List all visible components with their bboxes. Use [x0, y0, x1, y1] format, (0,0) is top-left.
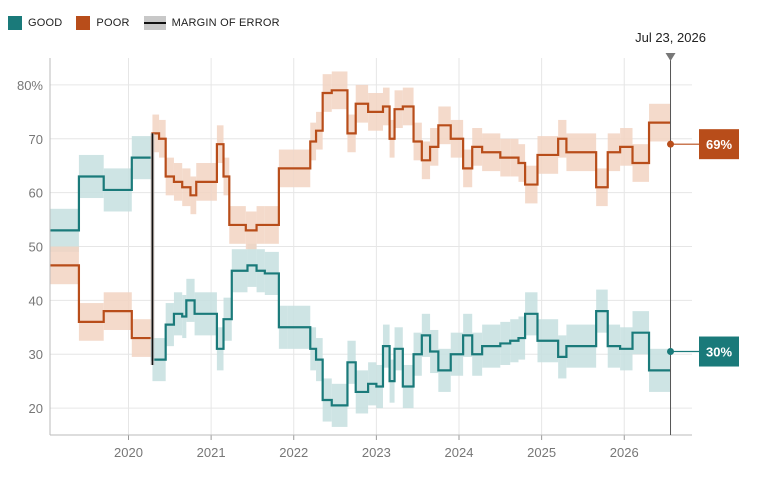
line-layer [50, 89, 671, 407]
good-current-badge [699, 336, 739, 367]
x-tick-label: 2020 [114, 445, 143, 460]
legend-moe-label: MARGIN OF ERROR [171, 17, 280, 29]
y-tick-label: 30 [29, 347, 43, 362]
good-swatch [8, 16, 22, 30]
poor-current-badge-label: 69% [706, 137, 732, 152]
y-tick-label: 20 [29, 401, 43, 416]
legend-good-label: GOOD [28, 17, 63, 29]
poor-current-badge [699, 129, 739, 160]
grid-layer [50, 58, 692, 435]
poor-current-dot [667, 140, 675, 148]
legend-item-poor: POOR [76, 16, 129, 30]
x-tick-label: 2024 [445, 445, 474, 460]
y-tick-label: 40 [29, 293, 43, 308]
x-tick-label: 2025 [527, 445, 556, 460]
x-tick-label: 2023 [362, 445, 391, 460]
legend-item-good: GOOD [8, 16, 62, 30]
x-tick-label: 2021 [197, 445, 226, 460]
good-current-dot [667, 348, 675, 356]
y-tick-label: 60 [29, 186, 43, 201]
good-series-line [50, 156, 671, 407]
legend-item-moe: MARGIN OF ERROR [143, 16, 280, 30]
x-tick-label: 2022 [279, 445, 308, 460]
y-tick-label: 80% [17, 78, 43, 93]
y-tick-label: 50 [29, 240, 43, 255]
current-date-arrow-icon [665, 53, 676, 61]
current-date-label: Jul 23, 2026 [635, 30, 706, 45]
x-tick-label: 2026 [610, 445, 639, 460]
moe-swatch [143, 16, 166, 30]
poor-swatch [76, 16, 91, 30]
marker-layer: Jul 23, 2026 30% 69% [150, 30, 739, 435]
good-current-badge-label: 30% [706, 345, 732, 360]
legend: GOOD POOR MARGIN OF ERROR [8, 16, 280, 30]
poor-series-line [50, 89, 671, 340]
band-layer [50, 71, 671, 427]
y-tick-label: 70 [29, 132, 43, 147]
legend-poor-label: POOR [96, 17, 130, 29]
